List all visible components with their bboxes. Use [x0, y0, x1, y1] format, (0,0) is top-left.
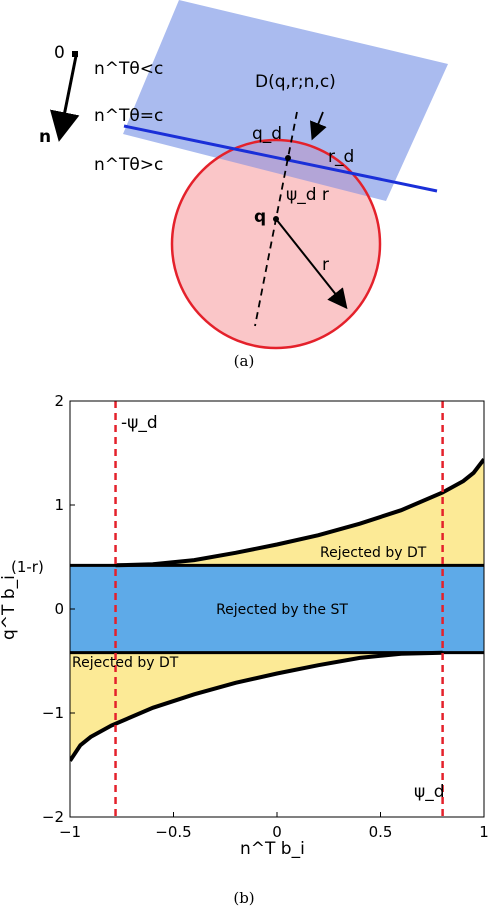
lower-dt-region — [70, 652, 443, 761]
psi-label: ψ_d — [414, 782, 445, 802]
y-axis-label: q^T b_i — [0, 575, 19, 640]
caption-b: (b) — [233, 889, 254, 907]
y-tick-label: 2 — [54, 392, 64, 410]
region-label: D(q,r;n,c) — [255, 72, 336, 92]
neg-psi-label: -ψ_d — [121, 413, 158, 433]
ball-boundary — [170, 138, 382, 350]
y-tick-label: −1 — [42, 704, 64, 722]
origin-label: 0 — [54, 43, 65, 63]
lower-dt-label: Rejected by DT — [72, 655, 179, 671]
projection-point — [285, 155, 291, 161]
hyperplane-line — [123, 124, 438, 193]
ineq-greater-label: n^Tθ>c — [94, 155, 163, 175]
y-tick-label: 1 — [54, 496, 64, 514]
x-tick-label: −1 — [59, 823, 81, 841]
x-tick-label: 0.5 — [369, 823, 393, 841]
ineq-equal-label: n^Tθ=c — [94, 106, 163, 126]
distance-label: ψ_d r — [286, 185, 329, 205]
region-pointer-arrow — [309, 111, 327, 141]
panel-a: 0 n n^Tθ<c n^Tθ=c n^Tθ>c D(q,r;n,c) q_d … — [39, 0, 448, 370]
normal-label: n — [39, 127, 51, 147]
radius-arrow — [275, 218, 348, 310]
x-axis-label: n^T b_i — [240, 839, 305, 859]
y-tick-label: 0 — [54, 600, 64, 618]
halfspace-region — [123, 0, 448, 201]
y-tick-label: −2 — [42, 808, 64, 826]
x-tick-label: −0.5 — [155, 823, 191, 841]
x-tick-label: 1 — [479, 823, 488, 841]
projection-label: q_d — [252, 124, 282, 144]
lower-curve — [70, 650, 443, 762]
caption-a: (a) — [234, 352, 255, 370]
normal-arrow — [49, 55, 80, 142]
upper-dt-label: Rejected by DT — [320, 545, 427, 561]
ytick-extra-label: (1-r) — [11, 558, 44, 576]
band-label: Rejected by the ST — [216, 602, 348, 618]
ineq-less-label: n^Tθ<c — [94, 59, 163, 79]
x-tick-label: 0 — [272, 823, 282, 841]
upper-curve — [115, 457, 484, 568]
upper-dt-region — [115, 459, 484, 566]
reduced-radius-label: r_d — [328, 147, 354, 167]
st-band — [70, 565, 484, 653]
radius-label: r — [322, 255, 329, 275]
origin-dot — [72, 51, 78, 57]
center-label: q — [254, 207, 266, 227]
